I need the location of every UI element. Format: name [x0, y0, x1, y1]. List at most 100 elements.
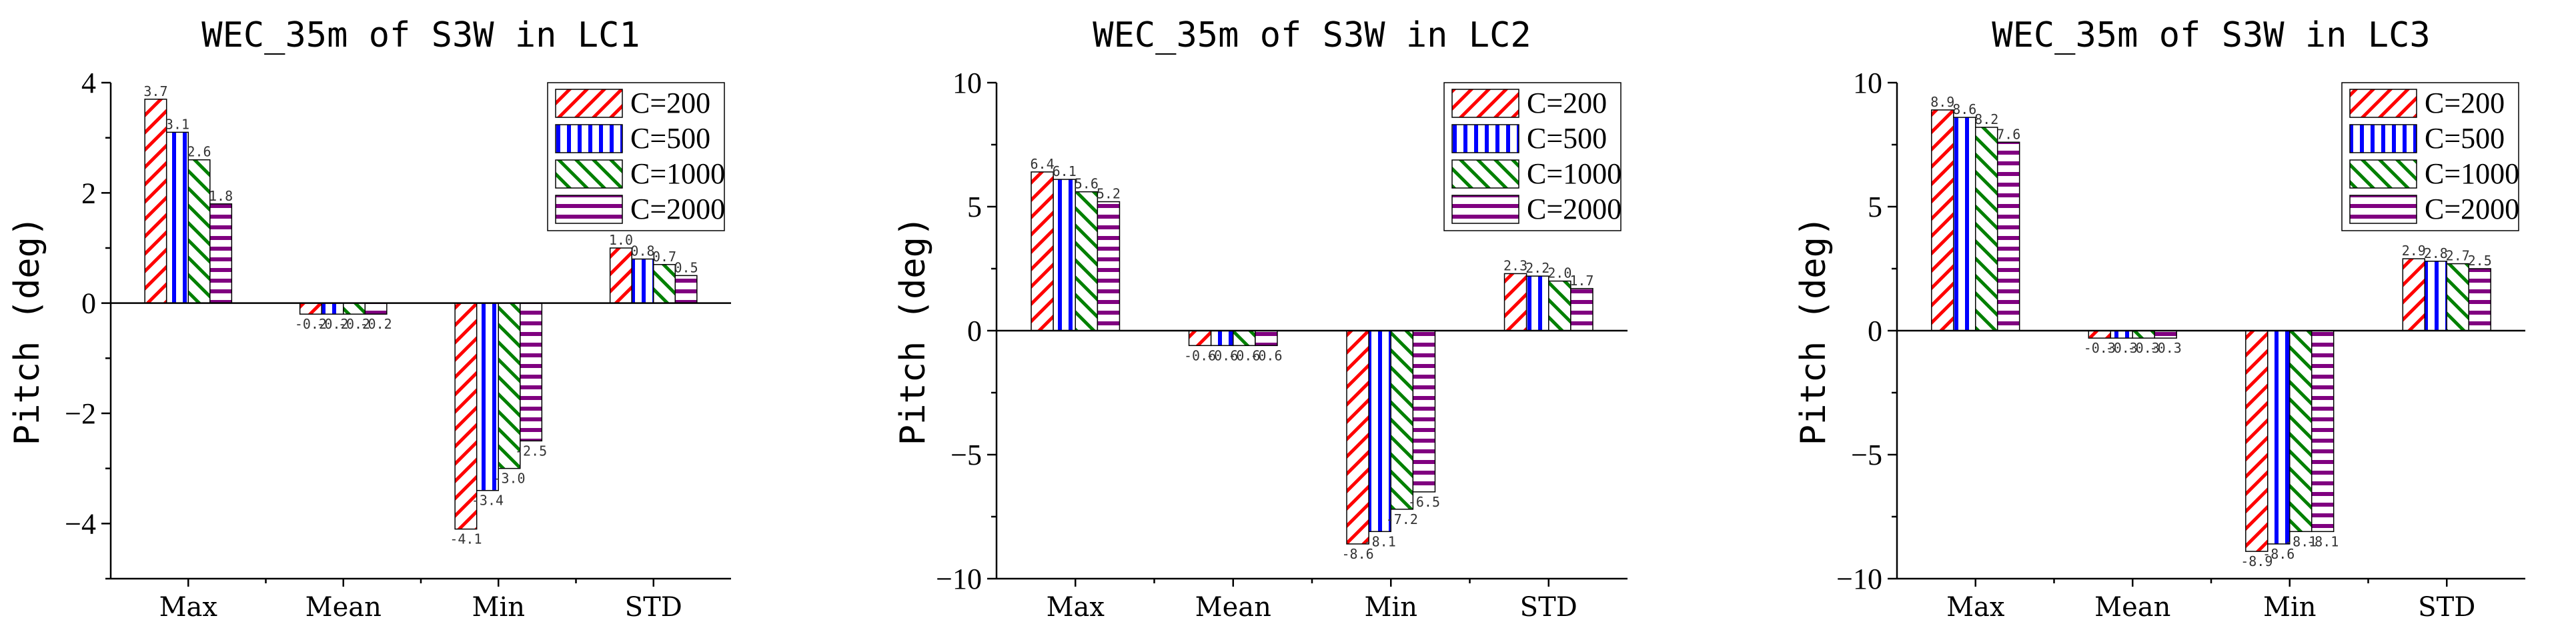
data-label: 6.4 — [1031, 156, 1055, 172]
y-tick-label: 4 — [81, 67, 96, 99]
data-label: 8.9 — [1930, 94, 1954, 110]
bar-C=500-Min — [476, 302, 500, 491]
legend-entry: C=1000 — [1527, 157, 1622, 190]
legend-swatch — [555, 195, 623, 224]
bar-C=200-Mean — [1188, 330, 1212, 347]
legend-entry: C=200 — [2425, 87, 2505, 119]
bar-C=1000-STD — [2446, 263, 2469, 331]
bar-C=500-Min — [2267, 330, 2291, 545]
data-label: -4.1 — [450, 531, 482, 547]
legend-swatch — [1451, 89, 1519, 118]
data-label: 0.8 — [630, 243, 654, 259]
data-label: -0.6 — [1228, 347, 1260, 363]
legend-entry: C=500 — [2425, 122, 2505, 155]
bar-C=500-Max — [1953, 117, 1976, 331]
bar-C=200-Mean — [2088, 330, 2112, 339]
bar-C=200-Min — [454, 302, 478, 530]
legend-swatch — [2349, 159, 2417, 189]
bar-C=2000-Mean — [1255, 330, 1278, 347]
legend-entry: C=200 — [630, 87, 710, 119]
y-axis-label: Pitch (deg) — [7, 216, 47, 445]
data-label: -8.1 — [2307, 533, 2339, 549]
bar-C=2000-Mean — [364, 302, 388, 315]
data-label: -0.3 — [2084, 340, 2116, 356]
y-axis-label: Pitch (deg) — [893, 216, 933, 445]
bar-C=500-STD — [1525, 275, 1549, 331]
data-label: -0.6 — [1206, 347, 1238, 363]
bar-C=200-Max — [1031, 171, 1054, 331]
data-label: -8.9 — [2240, 553, 2273, 569]
data-label: 2.0 — [1547, 265, 1571, 281]
y-tick-label: 5 — [1868, 191, 1882, 223]
x-tick-label: Mean — [305, 592, 382, 623]
data-label: 1.0 — [609, 232, 633, 248]
bar-C=500-Mean — [321, 302, 344, 315]
data-label: -0.2 — [338, 316, 370, 332]
bar-C=500-Max — [1053, 179, 1077, 331]
y-tick-label: 0 — [81, 287, 96, 320]
x-tick-label: STD — [1520, 592, 1577, 623]
bar-C=2000-Min — [520, 302, 543, 442]
bar-C=1000-STD — [653, 264, 676, 304]
data-label: 2.5 — [2468, 253, 2492, 269]
data-label: 0.7 — [652, 249, 676, 265]
data-label: -8.6 — [2263, 546, 2295, 562]
data-label: 6.1 — [1053, 163, 1077, 179]
y-tick-label: 0 — [1868, 315, 1882, 347]
data-label: 2.6 — [187, 144, 211, 160]
x-tick-label: Max — [159, 592, 218, 623]
data-label: -3.0 — [493, 471, 525, 487]
data-label: 2.2 — [1525, 260, 1549, 276]
chart-title: WEC_35m of S3W in LC1 — [201, 15, 640, 55]
y-tick-label: 10 — [1853, 67, 1882, 99]
y-tick-label: 5 — [967, 191, 982, 223]
legend-swatch — [555, 89, 623, 118]
bar-C=1000-Max — [187, 159, 211, 304]
bar-C=1000-Min — [2289, 330, 2313, 533]
x-tick-label: Min — [2263, 592, 2317, 623]
legend-entry: C=200 — [1527, 87, 1607, 119]
data-label: 2.3 — [1503, 257, 1527, 273]
data-label: -0.3 — [2128, 340, 2160, 356]
bar-C=2000-Mean — [2154, 330, 2177, 339]
legend-entry: C=2000 — [2425, 193, 2519, 225]
x-tick-label: Max — [1047, 592, 1105, 623]
legend-entry: C=2000 — [630, 193, 725, 225]
bar-C=2000-STD — [674, 275, 698, 304]
bar-C=200-STD — [609, 247, 632, 304]
data-label: 0.5 — [674, 259, 698, 275]
data-label: 3.1 — [165, 116, 189, 132]
legend-swatch — [2349, 89, 2417, 118]
chart-title: WEC_35m of S3W in LC2 — [1093, 15, 1531, 55]
bar-C=1000-Max — [1975, 127, 1998, 331]
bar-C=1000-Mean — [343, 302, 366, 315]
y-tick-label: −5 — [1851, 439, 1882, 471]
bar-C=1000-Mean — [2132, 330, 2155, 339]
data-label: 8.6 — [1952, 101, 1976, 117]
y-tick-label: −5 — [950, 439, 982, 471]
bar-C=200-STD — [1503, 273, 1527, 331]
x-tick-label: STD — [625, 592, 682, 623]
data-label: -0.3 — [2150, 340, 2182, 356]
bar-C=500-Min — [1368, 330, 1391, 533]
x-tick-label: Min — [1364, 592, 1417, 623]
legend-entry: C=500 — [1527, 122, 1607, 155]
data-label: -0.3 — [2106, 340, 2138, 356]
legend-swatch — [1451, 159, 1519, 189]
y-tick-label: −10 — [1836, 563, 1882, 595]
bar-C=2000-Max — [1097, 201, 1121, 331]
x-tick-label: Max — [1946, 592, 2005, 623]
bar-C=1000-Min — [1390, 330, 1414, 510]
bar-C=200-Mean — [299, 302, 322, 315]
data-label: 1.8 — [209, 188, 233, 204]
bar-C=2000-Min — [2311, 330, 2335, 533]
y-tick-label: 10 — [952, 67, 982, 99]
bar-C=200-Min — [2245, 330, 2269, 552]
bar-C=500-Mean — [2110, 330, 2134, 339]
legend-entry: C=2000 — [1527, 193, 1622, 225]
data-label: 2.8 — [2424, 245, 2448, 261]
